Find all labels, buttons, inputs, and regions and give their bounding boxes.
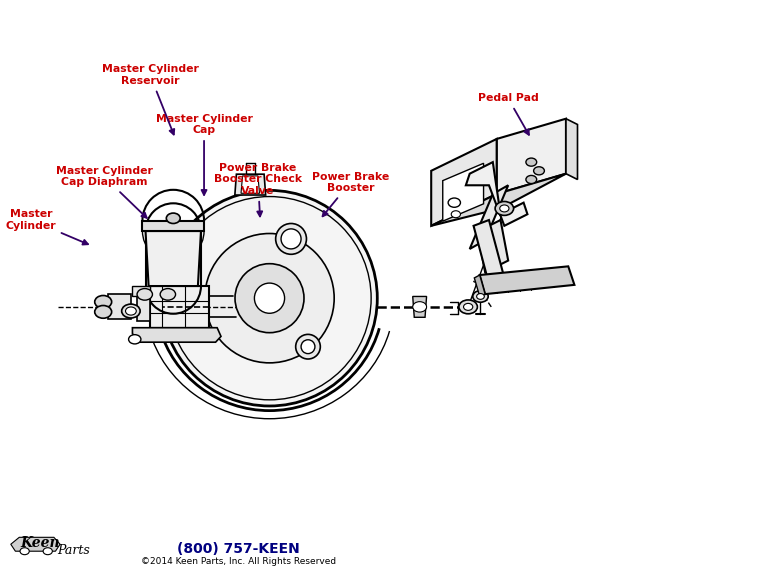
Ellipse shape xyxy=(254,283,285,313)
Ellipse shape xyxy=(296,335,320,359)
Ellipse shape xyxy=(301,340,315,354)
Circle shape xyxy=(500,205,509,212)
Polygon shape xyxy=(466,162,527,226)
Circle shape xyxy=(95,306,112,318)
Circle shape xyxy=(43,548,52,555)
Circle shape xyxy=(534,167,544,175)
Text: (800) 757-KEEN: (800) 757-KEEN xyxy=(177,542,300,556)
Text: Power Brake
Booster: Power Brake Booster xyxy=(312,171,389,217)
Circle shape xyxy=(129,335,141,344)
Text: Keen: Keen xyxy=(20,536,60,550)
Polygon shape xyxy=(108,294,131,320)
Polygon shape xyxy=(137,292,150,321)
Polygon shape xyxy=(477,220,508,272)
Circle shape xyxy=(126,307,136,315)
Text: Pedal Pad: Pedal Pad xyxy=(478,93,538,135)
Circle shape xyxy=(137,288,152,300)
Polygon shape xyxy=(497,119,566,194)
Polygon shape xyxy=(229,292,239,301)
Polygon shape xyxy=(443,163,484,221)
Polygon shape xyxy=(474,220,504,284)
Ellipse shape xyxy=(281,229,301,249)
Polygon shape xyxy=(431,139,497,226)
Polygon shape xyxy=(413,296,427,317)
Circle shape xyxy=(122,304,140,318)
Ellipse shape xyxy=(162,190,377,406)
Polygon shape xyxy=(241,176,259,193)
Circle shape xyxy=(451,211,460,218)
Text: Master Cylinder
Cap Diaphram: Master Cylinder Cap Diaphram xyxy=(55,166,152,218)
Circle shape xyxy=(459,300,477,314)
Circle shape xyxy=(160,288,176,300)
Ellipse shape xyxy=(235,263,304,333)
Circle shape xyxy=(166,213,180,223)
Polygon shape xyxy=(150,286,209,328)
Polygon shape xyxy=(132,286,150,296)
Circle shape xyxy=(495,201,514,215)
Polygon shape xyxy=(470,185,508,249)
Circle shape xyxy=(413,302,427,312)
Polygon shape xyxy=(146,231,201,286)
Text: Power Brake
Booster Check
Valve: Power Brake Booster Check Valve xyxy=(214,163,302,217)
Circle shape xyxy=(473,291,488,302)
Text: Master
Cylinder: Master Cylinder xyxy=(5,209,88,244)
Polygon shape xyxy=(142,221,204,231)
Polygon shape xyxy=(566,119,578,179)
Text: Master Cylinder
Reservoir: Master Cylinder Reservoir xyxy=(102,64,199,134)
Text: Parts: Parts xyxy=(57,544,89,556)
Text: Master Cylinder
Cap: Master Cylinder Cap xyxy=(156,113,253,195)
Circle shape xyxy=(95,295,112,308)
Circle shape xyxy=(448,198,460,207)
Polygon shape xyxy=(474,275,485,296)
Circle shape xyxy=(477,294,484,299)
Circle shape xyxy=(20,548,29,555)
Polygon shape xyxy=(231,313,240,322)
Ellipse shape xyxy=(276,223,306,254)
Polygon shape xyxy=(132,328,221,342)
Polygon shape xyxy=(11,537,60,551)
Polygon shape xyxy=(480,266,574,294)
Text: ©2014 Keen Parts, Inc. All Rights Reserved: ©2014 Keen Parts, Inc. All Rights Reserv… xyxy=(141,557,336,566)
Ellipse shape xyxy=(205,233,334,363)
Polygon shape xyxy=(235,174,266,195)
Circle shape xyxy=(526,158,537,166)
Circle shape xyxy=(464,303,473,310)
Polygon shape xyxy=(431,174,566,226)
Circle shape xyxy=(526,175,537,184)
